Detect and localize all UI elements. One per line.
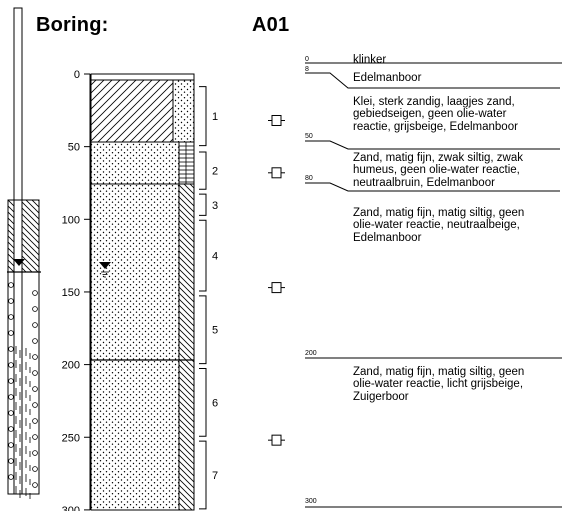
depth-tick-label: 0 [74,69,80,81]
layer-boundary-line [305,182,560,192]
layer-depth-label: 300 [305,498,317,505]
sample-jar-icon [271,434,282,446]
well-construction [7,7,41,499]
layer-depth-label: 80 [305,175,313,182]
layer-sand-silt [90,183,180,511]
groundwater-level-icon [99,262,111,278]
depth-tick-label: 300 [62,505,80,511]
boring-id: A01 [252,14,290,36]
well-screen [15,346,31,499]
sample-bracket [199,295,207,365]
layer-depth-label: 50 [305,133,313,140]
layer-description: Zand, matig fijn, matig siltig, geen oli… [353,207,525,244]
depth-axis: 0 50 100 150 200 250 300 [62,69,91,511]
soil-column [90,73,195,511]
layer-description: Edelmanboor [353,72,422,84]
depth-tick-label: 150 [62,287,80,299]
sample-number: 3 [212,200,218,212]
depth-tick-label: 100 [62,214,80,226]
sample-jar-icon [271,282,282,294]
well-seal [7,199,40,273]
sample-jar-icon [271,167,282,179]
layer-depth-label: 0 [305,56,309,63]
well-water-level-icon [13,259,25,266]
depth-tick-label: 200 [62,360,80,372]
sample-bracket [199,440,207,510]
sample-bracket [199,86,207,147]
layer-klinker [90,73,195,81]
depth-tick-label: 250 [62,432,80,444]
layer-sand-humus [90,141,180,185]
layer-description: Zand, matig fijn, matig siltig, geen oli… [353,366,525,403]
layer-humus-strip [178,141,195,185]
sample-bracket [199,151,207,190]
layer-clay [90,79,174,143]
layer-description: Zand, matig fijn, zwak siltig, zwak hume… [353,152,524,189]
layer-depth-label: 200 [305,350,317,357]
boring-title-label: Boring: [36,14,109,36]
sample-bracket [199,193,207,216]
sample-markers [268,114,285,446]
sample-segments: 1 2 3 4 5 6 7 [199,86,218,510]
layer-silt-strip [178,183,195,511]
layer-boundary-line [305,140,560,150]
layer-boundary-line [305,72,560,89]
sample-jar-icon [271,114,282,126]
sample-number: 2 [212,166,218,178]
sample-number: 6 [212,397,218,409]
sample-number: 5 [212,325,218,337]
sample-bracket [199,219,207,292]
depth-tick-label: 50 [68,142,80,154]
sample-number: 7 [212,470,218,482]
layer-description: Klei, sterk zandig, laagjes zand, gebied… [353,96,518,133]
layer-description-leaders [305,62,562,508]
layer-clay-sand-strip [172,79,195,143]
gravel-pack-circles [8,282,38,488]
layer-depth-label: 8 [305,66,309,73]
sample-bracket [199,368,207,437]
layer-description: klinker [353,54,387,66]
sample-number: 4 [212,251,218,263]
sample-number: 1 [212,111,218,123]
